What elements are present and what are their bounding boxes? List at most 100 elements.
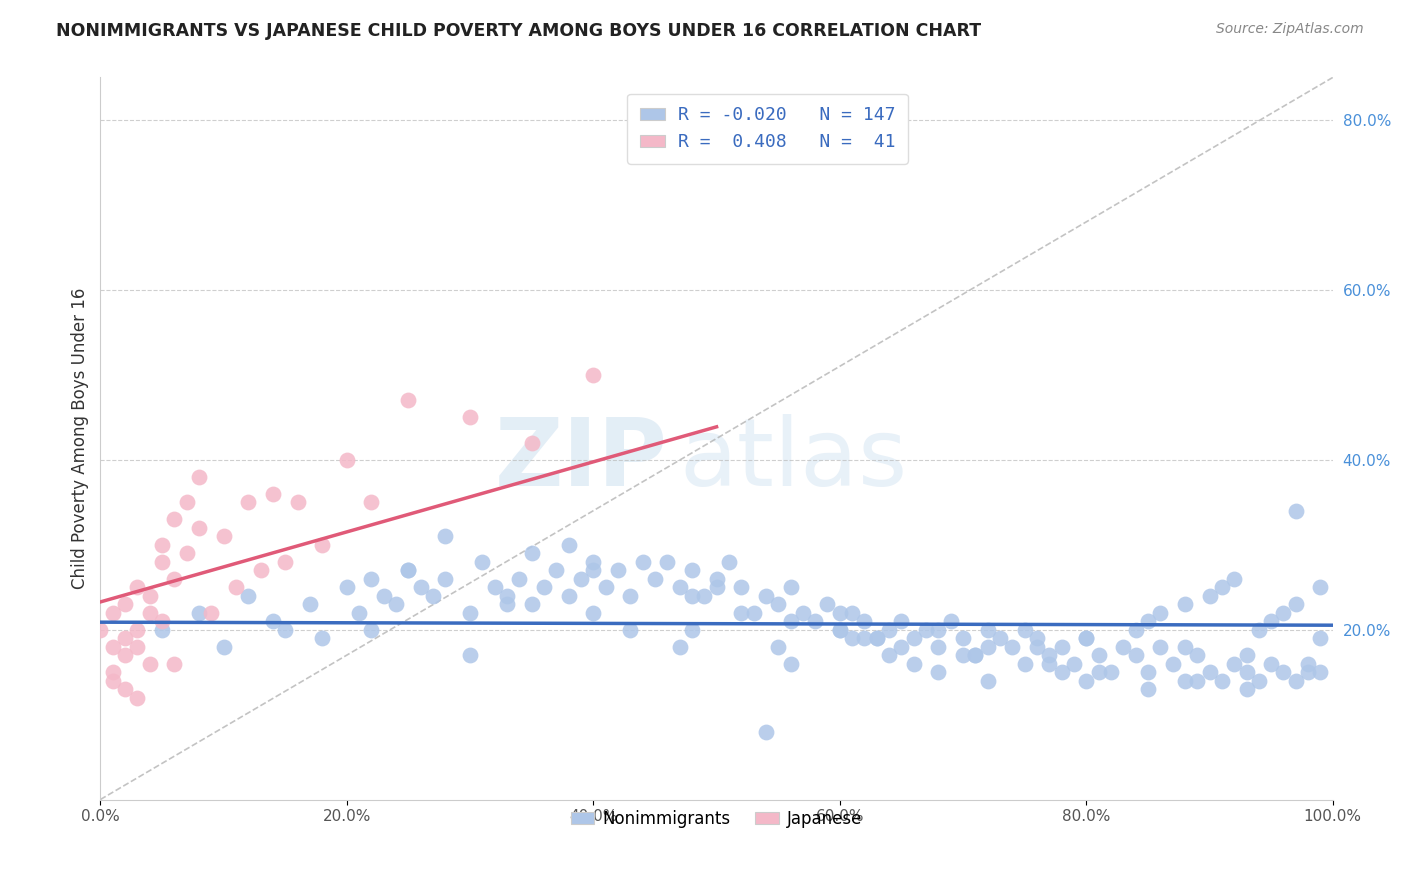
Point <box>336 580 359 594</box>
Point <box>1260 657 1282 671</box>
Point <box>262 614 284 628</box>
Point <box>779 580 801 594</box>
Point <box>508 572 530 586</box>
Point <box>176 546 198 560</box>
Point <box>582 368 605 382</box>
Point <box>841 606 863 620</box>
Point <box>1309 631 1331 645</box>
Text: atlas: atlas <box>679 414 908 506</box>
Point <box>127 690 149 705</box>
Point <box>766 640 789 654</box>
Point <box>398 393 420 408</box>
Point <box>274 555 297 569</box>
Point <box>1149 606 1171 620</box>
Point <box>952 648 974 662</box>
Point <box>582 555 605 569</box>
Point <box>360 572 382 586</box>
Point <box>458 410 481 425</box>
Text: Source: ZipAtlas.com: Source: ZipAtlas.com <box>1216 22 1364 37</box>
Point <box>1236 648 1258 662</box>
Point <box>163 572 186 586</box>
Point <box>717 555 740 569</box>
Point <box>619 589 641 603</box>
Point <box>311 538 333 552</box>
Point <box>1099 665 1122 679</box>
Point <box>298 597 321 611</box>
Point <box>311 631 333 645</box>
Point <box>730 606 752 620</box>
Point <box>458 648 481 662</box>
Point <box>471 555 494 569</box>
Point <box>458 606 481 620</box>
Point <box>1087 648 1109 662</box>
Point <box>779 614 801 628</box>
Point <box>890 640 912 654</box>
Point <box>877 623 900 637</box>
Point <box>1014 623 1036 637</box>
Point <box>89 623 111 637</box>
Point <box>927 623 949 637</box>
Point <box>866 631 889 645</box>
Point <box>484 580 506 594</box>
Point <box>1063 657 1085 671</box>
Point <box>976 623 998 637</box>
Point <box>828 623 851 637</box>
Point <box>114 648 136 662</box>
Point <box>657 555 679 569</box>
Point <box>101 606 124 620</box>
Point <box>668 640 690 654</box>
Point <box>1026 631 1049 645</box>
Point <box>1309 665 1331 679</box>
Point <box>1174 597 1197 611</box>
Point <box>927 640 949 654</box>
Point <box>373 589 395 603</box>
Point <box>1296 657 1319 671</box>
Point <box>619 623 641 637</box>
Point <box>138 606 160 620</box>
Point <box>890 614 912 628</box>
Point <box>939 614 962 628</box>
Point <box>841 631 863 645</box>
Point <box>520 546 543 560</box>
Point <box>114 597 136 611</box>
Point <box>681 563 703 577</box>
Point <box>187 521 209 535</box>
Point <box>1198 589 1220 603</box>
Point <box>520 435 543 450</box>
Point <box>877 648 900 662</box>
Point <box>385 597 408 611</box>
Point <box>866 631 889 645</box>
Point <box>1272 606 1295 620</box>
Point <box>952 631 974 645</box>
Point <box>828 606 851 620</box>
Point <box>644 572 666 586</box>
Point <box>1149 640 1171 654</box>
Point <box>766 597 789 611</box>
Point <box>1296 665 1319 679</box>
Point <box>607 563 630 577</box>
Point <box>1087 665 1109 679</box>
Point <box>1236 665 1258 679</box>
Point <box>668 580 690 594</box>
Point <box>1285 504 1308 518</box>
Point <box>730 580 752 594</box>
Point <box>1125 623 1147 637</box>
Point <box>1136 682 1159 697</box>
Point <box>398 563 420 577</box>
Text: NONIMMIGRANTS VS JAPANESE CHILD POVERTY AMONG BOYS UNDER 16 CORRELATION CHART: NONIMMIGRANTS VS JAPANESE CHILD POVERTY … <box>56 22 981 40</box>
Point <box>681 589 703 603</box>
Point <box>101 673 124 688</box>
Point <box>779 657 801 671</box>
Point <box>976 673 998 688</box>
Point <box>533 580 555 594</box>
Point <box>127 640 149 654</box>
Point <box>496 597 519 611</box>
Point <box>150 538 173 552</box>
Point <box>274 623 297 637</box>
Point <box>163 512 186 526</box>
Point <box>101 665 124 679</box>
Point <box>212 529 235 543</box>
Point <box>1050 665 1073 679</box>
Point <box>853 614 876 628</box>
Point <box>360 623 382 637</box>
